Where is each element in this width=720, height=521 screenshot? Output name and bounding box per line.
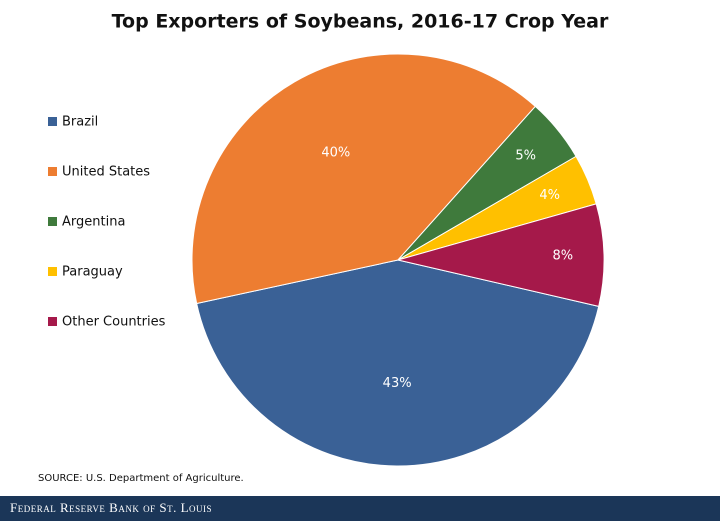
pie-slice	[397, 203, 605, 307]
legend-label: United States	[62, 165, 150, 180]
data-label: 4%	[539, 188, 560, 203]
legend-swatch	[48, 317, 57, 326]
legend-swatch	[48, 217, 57, 226]
footer-bar	[0, 496, 720, 521]
legend-swatch	[48, 117, 57, 126]
legend-swatch	[48, 167, 57, 176]
data-label: 5%	[515, 148, 536, 163]
pie-slice	[191, 53, 537, 305]
legend-label: Other Countries	[62, 315, 166, 330]
data-label: 40%	[321, 146, 350, 161]
data-label: 8%	[552, 248, 573, 263]
data-label: 43%	[383, 376, 412, 391]
legend-label: Paraguay	[62, 265, 123, 280]
legend-swatch	[48, 267, 57, 276]
legend-label: Argentina	[62, 215, 125, 230]
chart-title: Top Exporters of Soybeans, 2016-17 Crop …	[112, 11, 609, 33]
footer: Federal Reserve Bank of St. Louis	[10, 500, 212, 515]
legend-label: Brazil	[62, 115, 98, 130]
source: SOURCE: U.S. Department of Agriculture.	[38, 473, 244, 484]
pie-slice	[196, 259, 600, 467]
